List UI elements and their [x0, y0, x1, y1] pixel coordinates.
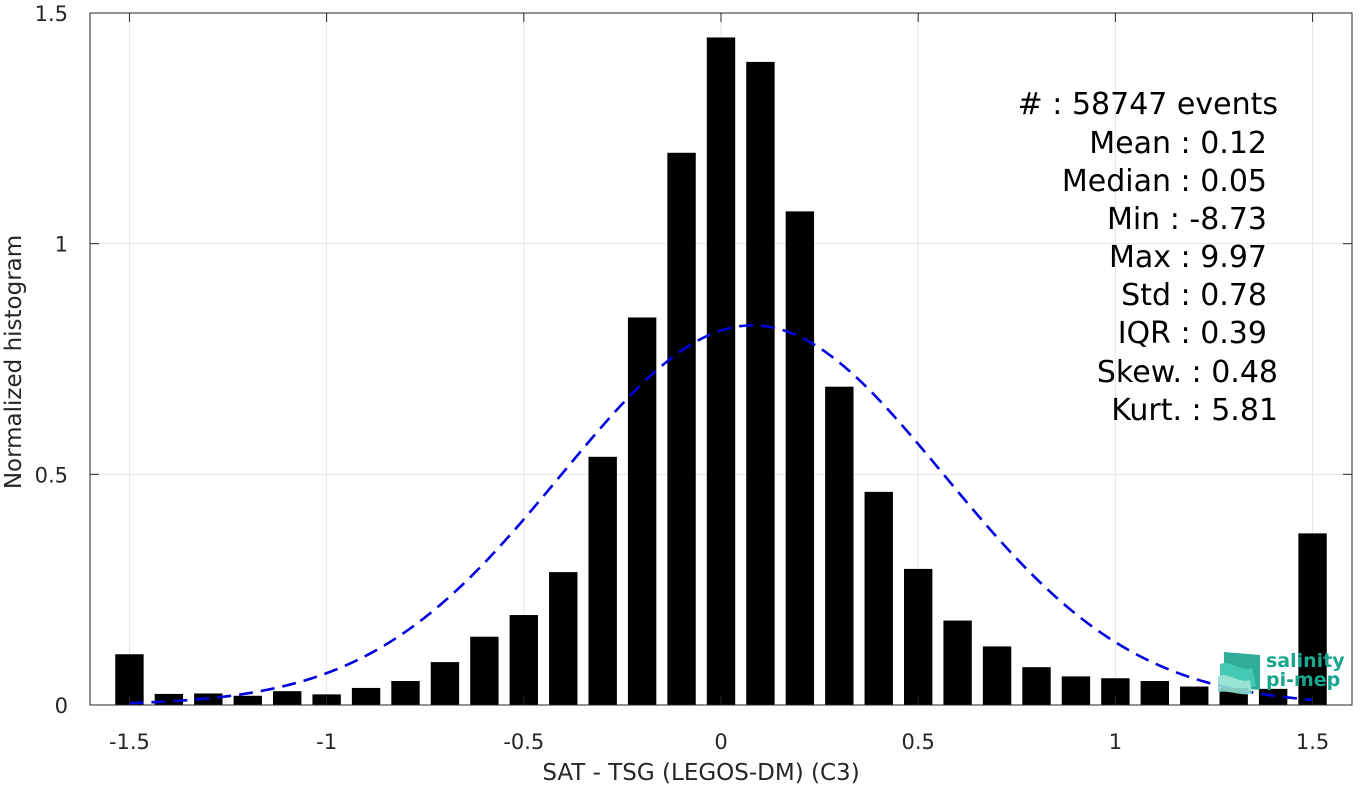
x-tick-label: 1	[1109, 730, 1122, 754]
stats-median: Median : 0.05	[1062, 164, 1267, 199]
histogram-bar	[430, 662, 460, 705]
histogram-bar	[982, 646, 1012, 705]
x-tick-label: 1.5	[1296, 730, 1329, 754]
y-tick-label: 1.5	[35, 2, 68, 26]
histogram-bars	[115, 37, 1327, 706]
x-tick-labels: -1.5 -1 -0.5 0 0.5 1 1.5	[109, 730, 1329, 754]
stats-skew: Skew. : 0.48	[1097, 355, 1278, 390]
stats-mean: Mean : 0.12	[1089, 126, 1267, 161]
logo-wave-icon	[1218, 652, 1260, 695]
y-tick-label: 1	[55, 233, 68, 257]
axis-ticks	[90, 12, 1352, 706]
x-tick-label: 0.5	[901, 730, 934, 754]
stats-iqr: IQR : 0.39	[1118, 316, 1267, 351]
histogram-bar	[746, 61, 775, 706]
salinity-pi-mep-logo: salinity pi-mep	[1218, 650, 1345, 695]
histogram-bar	[272, 691, 302, 705]
histogram-bar	[1022, 667, 1051, 705]
x-tick-label: 0	[714, 730, 727, 754]
histogram-bar	[706, 37, 736, 705]
x-tick-label: -1.5	[109, 730, 150, 754]
x-tick-label: -0.5	[503, 730, 544, 754]
histogram-bar	[509, 615, 539, 705]
histogram-bar	[470, 636, 499, 705]
stats-count: # : 58747 events	[1018, 87, 1278, 122]
y-axis-label: Normalized histogram	[1, 235, 27, 489]
histogram-bar	[825, 386, 854, 705]
histogram-bar	[1140, 681, 1170, 705]
stats-max: Max : 9.97	[1109, 240, 1267, 275]
y-tick-label: 0	[55, 694, 68, 718]
histogram-bar	[667, 152, 696, 705]
y-tick-labels: 0 0.5 1 1.5	[35, 2, 68, 718]
histogram-bar	[154, 693, 184, 705]
stats-min: Min : -8.73	[1107, 202, 1267, 237]
statistics-annotation: # : 58747 events Mean : 0.12 Median : 0.…	[1018, 87, 1278, 428]
histogram-bar	[864, 491, 893, 705]
normal-fit-curve	[129, 324, 1313, 705]
histogram-bar	[391, 681, 420, 705]
stats-std: Std : 0.78	[1121, 278, 1267, 313]
logo-line2: pi-mep	[1266, 669, 1340, 691]
x-tick-label: -1	[316, 730, 337, 754]
histogram-bar	[351, 687, 381, 705]
histogram-bar	[627, 317, 657, 705]
histogram-bar	[1061, 676, 1091, 705]
logo-line1: salinity	[1266, 650, 1345, 672]
x-axis-label: SAT - TSG (LEGOS-DM) (C3)	[542, 760, 859, 785]
histogram-bar	[943, 620, 972, 705]
histogram-bar	[588, 456, 617, 705]
y-tick-label: 0.5	[35, 463, 68, 487]
histogram-bar	[233, 695, 262, 705]
histogram-bar	[1180, 686, 1209, 705]
histogram-bar	[903, 568, 933, 705]
histogram-bar	[549, 572, 578, 705]
histogram-bar	[1298, 533, 1327, 705]
histogram-bar	[785, 211, 815, 705]
stats-kurt: Kurt. : 5.81	[1111, 393, 1278, 428]
